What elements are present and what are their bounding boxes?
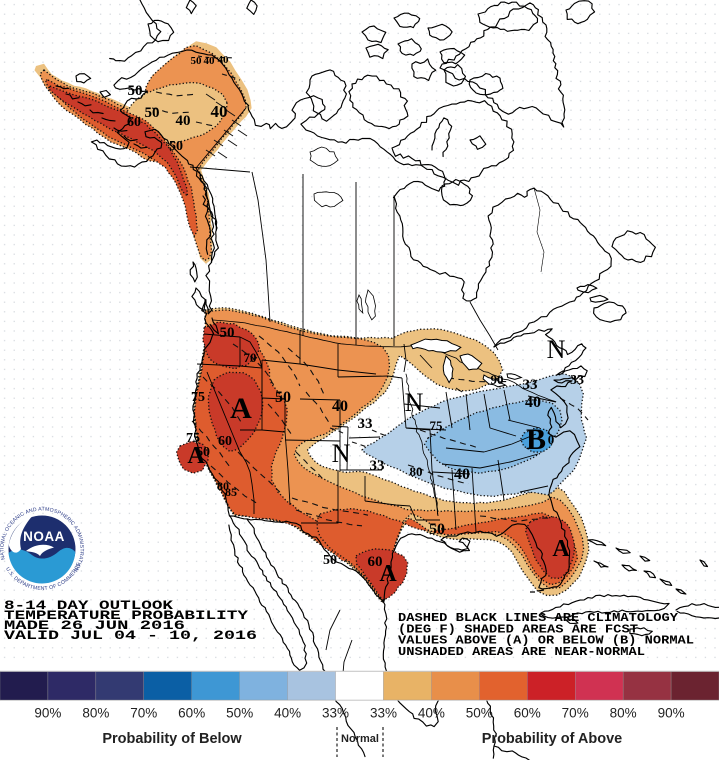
svg-text:33: 33 bbox=[523, 377, 538, 393]
svg-text:80: 80 bbox=[410, 464, 423, 479]
svg-text:Normal: Normal bbox=[341, 733, 379, 745]
svg-text:NOAA: NOAA bbox=[23, 529, 65, 544]
svg-text:60%: 60% bbox=[514, 706, 541, 721]
svg-text:50: 50 bbox=[323, 553, 337, 568]
svg-text:33: 33 bbox=[570, 373, 584, 388]
svg-text:33%: 33% bbox=[322, 706, 349, 721]
svg-text:50: 50 bbox=[429, 521, 445, 538]
svg-text:70: 70 bbox=[244, 350, 257, 365]
svg-text:90%: 90% bbox=[658, 706, 685, 721]
svg-text:40%: 40% bbox=[274, 706, 301, 721]
svg-text:60: 60 bbox=[127, 115, 141, 130]
svg-text:MADE 26 JUN 2016: MADE 26 JUN 2016 bbox=[4, 618, 185, 633]
svg-text:VALID JUL 04 - 10, 2016: VALID JUL 04 - 10, 2016 bbox=[4, 628, 257, 643]
svg-text:40: 40 bbox=[211, 102, 228, 121]
svg-text:N: N bbox=[547, 335, 566, 364]
svg-text:80%: 80% bbox=[610, 706, 637, 721]
svg-text:50: 50 bbox=[128, 83, 143, 99]
svg-text:Probability of Above: Probability of Above bbox=[482, 731, 622, 747]
svg-text:50%: 50% bbox=[226, 706, 253, 721]
svg-text:90: 90 bbox=[491, 372, 504, 387]
svg-text:75: 75 bbox=[186, 431, 200, 446]
svg-text:85: 85 bbox=[225, 485, 237, 499]
svg-text:60: 60 bbox=[196, 445, 210, 460]
svg-text:Probability of Below: Probability of Below bbox=[102, 731, 242, 747]
svg-text:70%: 70% bbox=[562, 706, 589, 721]
svg-text:50: 50 bbox=[275, 389, 291, 406]
svg-text:40%: 40% bbox=[418, 706, 445, 721]
svg-text:A: A bbox=[230, 392, 252, 425]
svg-text:8-14 DAY OUTLOOK: 8-14 DAY OUTLOOK bbox=[4, 598, 173, 613]
svg-text:60: 60 bbox=[368, 554, 383, 570]
svg-text:DASHED BLACK LINES ARE CLIMATO: DASHED BLACK LINES ARE CLIMATOLOGY bbox=[398, 612, 678, 625]
svg-text:80: 80 bbox=[217, 479, 229, 493]
svg-text:40: 40 bbox=[218, 54, 230, 66]
svg-text:A: A bbox=[379, 561, 397, 587]
svg-text:90%: 90% bbox=[34, 706, 61, 721]
svg-text:N: N bbox=[405, 388, 424, 417]
svg-text:60: 60 bbox=[218, 434, 232, 449]
svg-text:0: 0 bbox=[548, 432, 555, 447]
svg-text:A: A bbox=[187, 443, 205, 469]
svg-text:A: A bbox=[552, 536, 570, 562]
svg-text:33%: 33% bbox=[370, 706, 397, 721]
svg-text:60%: 60% bbox=[178, 706, 205, 721]
svg-text:(DEG F) SHADED AREAS ARE FCST: (DEG F) SHADED AREAS ARE FCST bbox=[398, 623, 638, 636]
svg-text:33: 33 bbox=[358, 416, 373, 432]
svg-text:50: 50 bbox=[169, 139, 183, 154]
svg-text:75: 75 bbox=[430, 418, 444, 433]
svg-text:33: 33 bbox=[370, 458, 385, 474]
svg-text:75: 75 bbox=[191, 390, 205, 405]
svg-text:40: 40 bbox=[332, 398, 348, 415]
svg-text:80%: 80% bbox=[82, 706, 109, 721]
svg-text:VALUES ABOVE (A) OR BELOW (B): VALUES ABOVE (A) OR BELOW (B) NORMAL bbox=[398, 635, 694, 648]
svg-text:UNSHADED AREAS ARE NEAR-NORMAL: UNSHADED AREAS ARE NEAR-NORMAL bbox=[398, 646, 645, 659]
svg-text:B: B bbox=[526, 423, 546, 456]
svg-text:50%: 50% bbox=[466, 706, 493, 721]
svg-text:40: 40 bbox=[525, 394, 541, 411]
svg-text:50: 50 bbox=[191, 55, 203, 67]
svg-text:50: 50 bbox=[145, 105, 160, 121]
svg-text:70%: 70% bbox=[130, 706, 157, 721]
svg-text:40: 40 bbox=[204, 55, 216, 67]
svg-text:50: 50 bbox=[220, 325, 235, 341]
svg-text:N: N bbox=[332, 439, 351, 468]
svg-text:40: 40 bbox=[454, 466, 470, 483]
svg-text:TEMPERATURE PROBABILITY: TEMPERATURE PROBABILITY bbox=[4, 608, 248, 623]
svg-text:40: 40 bbox=[176, 113, 191, 129]
